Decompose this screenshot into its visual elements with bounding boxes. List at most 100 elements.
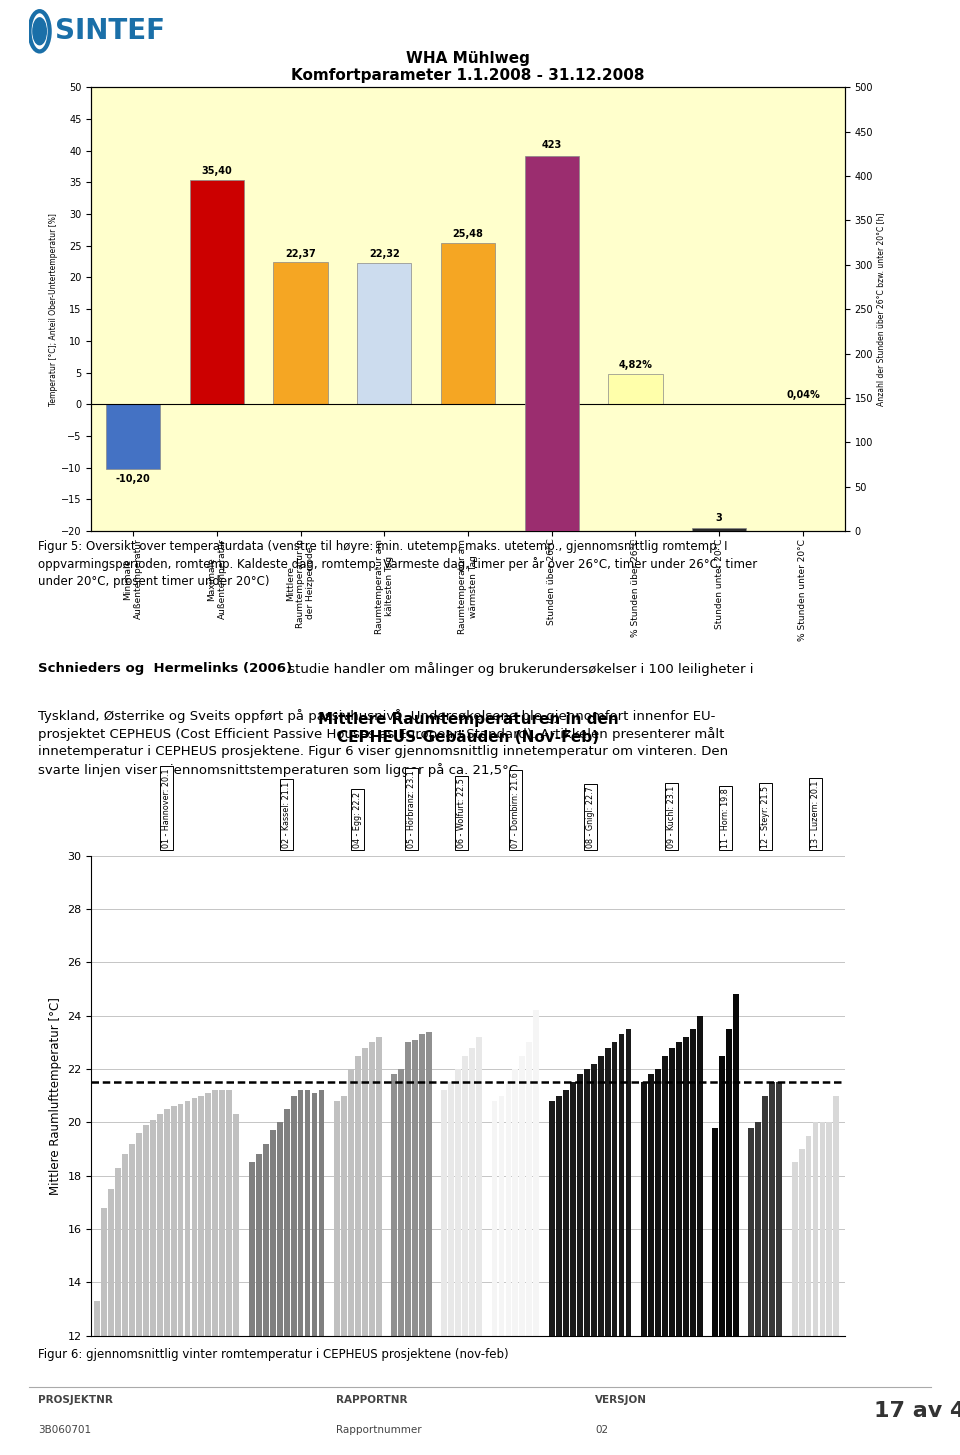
Text: 01 - Hannover: 20.1: 01 - Hannover: 20.1: [162, 768, 171, 847]
Bar: [304, 1090, 310, 1336]
Text: Figur 6: gjennomsnittlig vinter romtemperatur i CEPHEUS prosjektene (nov-feb): Figur 6: gjennomsnittlig vinter romtempe…: [38, 1349, 509, 1360]
Bar: [476, 1037, 482, 1336]
Text: 11 - Horn: 19.8: 11 - Horn: 19.8: [721, 787, 730, 847]
Bar: [769, 1083, 775, 1336]
Bar: [506, 1083, 512, 1336]
Bar: [249, 1163, 254, 1336]
Text: VERSJON: VERSJON: [595, 1395, 647, 1406]
Bar: [274, 262, 327, 404]
Bar: [369, 1042, 374, 1336]
Bar: [676, 1042, 682, 1336]
Bar: [442, 1090, 447, 1336]
Bar: [319, 1090, 324, 1336]
Text: 35,40: 35,40: [202, 166, 232, 176]
Bar: [513, 1069, 518, 1336]
Bar: [756, 1122, 761, 1336]
Bar: [419, 1035, 425, 1336]
Bar: [355, 1056, 361, 1336]
Bar: [569, 1083, 576, 1336]
Bar: [189, 180, 244, 404]
Bar: [298, 1090, 303, 1336]
Bar: [276, 1122, 282, 1336]
Bar: [341, 1096, 347, 1336]
Bar: [348, 1069, 353, 1336]
Bar: [524, 156, 579, 531]
Bar: [220, 1090, 226, 1336]
Bar: [233, 1115, 239, 1336]
Text: Rapportnummer: Rapportnummer: [336, 1424, 421, 1435]
Bar: [492, 1101, 497, 1336]
Bar: [556, 1096, 562, 1336]
Text: 07 - Dornbirn: 21.6: 07 - Dornbirn: 21.6: [511, 771, 520, 847]
Bar: [291, 1096, 297, 1336]
Text: Tyskland, Østerrike og Sveits oppført på passivhusnivå. Undersøkelsene ble gjenn: Tyskland, Østerrike og Sveits oppført på…: [38, 709, 729, 777]
Text: 4,82%: 4,82%: [618, 359, 653, 370]
Bar: [563, 1090, 568, 1336]
Text: 04 - Egg: 22.2: 04 - Egg: 22.2: [353, 792, 362, 847]
Text: Figur 5: Oversikt over temperaturdata (venstre til høyre: min. utetemp, maks. ut: Figur 5: Oversikt over temperaturdata (v…: [38, 540, 757, 588]
Bar: [375, 1037, 382, 1336]
Bar: [122, 1154, 128, 1336]
Text: 3: 3: [716, 514, 723, 524]
Bar: [398, 1069, 404, 1336]
Text: 22,37: 22,37: [285, 249, 316, 259]
Text: studie handler om målinger og brukerundersøkelser i 100 leiligheter i: studie handler om målinger og brukerunde…: [284, 662, 754, 677]
Text: 12 - Steyr: 21.5: 12 - Steyr: 21.5: [760, 786, 770, 847]
Circle shape: [33, 17, 46, 45]
Bar: [115, 1167, 121, 1336]
Bar: [163, 1109, 170, 1336]
Bar: [598, 1056, 604, 1336]
Text: 06 - Wolfurt: 22.5: 06 - Wolfurt: 22.5: [457, 777, 467, 847]
Bar: [661, 1056, 668, 1336]
Text: 0,04%: 0,04%: [786, 390, 820, 400]
Bar: [799, 1149, 804, 1336]
Bar: [455, 1069, 461, 1336]
Text: 13 - Luzern: 20.1: 13 - Luzern: 20.1: [811, 780, 820, 847]
Bar: [749, 1128, 755, 1336]
Bar: [178, 1103, 183, 1336]
Bar: [697, 1016, 703, 1336]
Bar: [534, 1010, 540, 1336]
Bar: [94, 1301, 100, 1336]
Bar: [519, 1056, 525, 1336]
Bar: [733, 994, 739, 1336]
Bar: [692, 528, 747, 531]
Bar: [106, 404, 160, 469]
Bar: [683, 1037, 688, 1336]
Bar: [270, 1131, 276, 1336]
Bar: [669, 1048, 675, 1336]
Title: Mittlere Raumtemperaturen in den
CEPHEUS-Gebäuden (Nov-Feb): Mittlere Raumtemperaturen in den CEPHEUS…: [318, 713, 618, 745]
Bar: [626, 1029, 632, 1336]
Bar: [263, 1144, 269, 1336]
Bar: [171, 1106, 177, 1336]
Bar: [357, 263, 412, 404]
Y-axis label: Mittlere Raumlufttemperatur [°C]: Mittlere Raumlufttemperatur [°C]: [49, 997, 61, 1195]
Text: PROSJEKTNR: PROSJEKTNR: [38, 1395, 113, 1406]
Bar: [820, 1122, 826, 1336]
Bar: [135, 1133, 142, 1336]
Bar: [362, 1048, 368, 1336]
Bar: [726, 1029, 732, 1336]
Bar: [469, 1048, 475, 1336]
Title: WHA Mühlweg
Komfortparameter 1.1.2008 - 31.12.2008: WHA Mühlweg Komfortparameter 1.1.2008 - …: [291, 51, 645, 83]
Text: 02 - Kassel: 21.1: 02 - Kassel: 21.1: [282, 781, 291, 847]
Bar: [334, 1101, 340, 1336]
Bar: [405, 1042, 411, 1336]
Bar: [712, 1128, 718, 1336]
Bar: [283, 1109, 290, 1336]
Bar: [792, 1163, 798, 1336]
Bar: [833, 1096, 839, 1336]
Bar: [689, 1029, 696, 1336]
Bar: [205, 1093, 211, 1336]
Text: 17 av 47: 17 av 47: [874, 1401, 960, 1422]
Bar: [827, 1122, 832, 1336]
Text: 423: 423: [541, 140, 562, 150]
Bar: [156, 1115, 162, 1336]
Bar: [812, 1122, 819, 1336]
Bar: [412, 1039, 418, 1336]
Bar: [191, 1099, 198, 1336]
Bar: [618, 1035, 624, 1336]
Text: 09 - Kuchl: 23.1: 09 - Kuchl: 23.1: [667, 786, 676, 847]
Y-axis label: Temperatur [°C]; Anteil Ober-Untertemperatur [%]: Temperatur [°C]; Anteil Ober-Untertemper…: [49, 212, 59, 406]
Bar: [605, 1048, 611, 1336]
